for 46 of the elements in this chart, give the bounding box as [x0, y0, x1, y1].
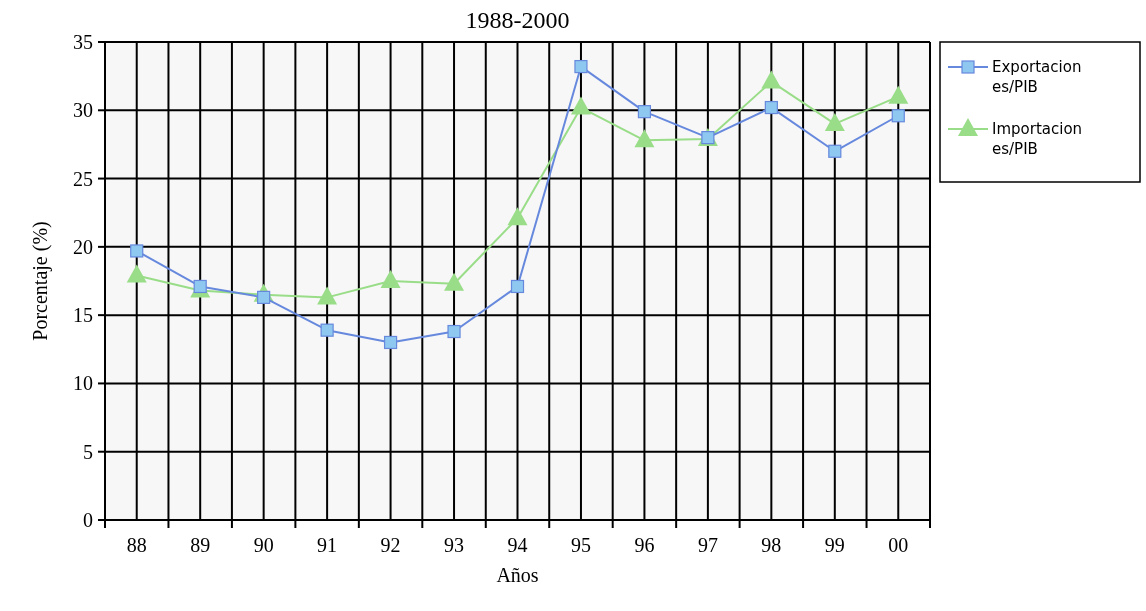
point	[828, 144, 842, 158]
chart-title: 1988-2000	[465, 7, 570, 33]
x-tick-label: 97	[697, 534, 718, 556]
y-tick-label: 0	[83, 509, 93, 531]
point	[761, 70, 782, 89]
point	[824, 112, 845, 131]
x-axis-title: Años	[496, 564, 539, 586]
point	[574, 59, 588, 74]
point	[126, 264, 147, 283]
y-tick-label: 5	[83, 440, 93, 463]
point	[317, 286, 338, 305]
point	[380, 270, 401, 288]
x-tick-label: 94	[507, 534, 528, 556]
y-tick-label: 35	[73, 31, 93, 53]
point	[510, 279, 525, 294]
point	[764, 100, 778, 115]
legend-label: Importaciones/PIB	[992, 120, 1083, 158]
x-tick-label: 99	[824, 534, 845, 556]
legend-label: Exportaciones/PIB	[992, 58, 1082, 96]
y-tick-label: 15	[73, 304, 93, 327]
point	[570, 96, 591, 115]
point	[637, 105, 652, 119]
point	[507, 207, 528, 226]
y-tick-label: 10	[73, 372, 93, 395]
x-tick-label: 00	[888, 534, 909, 556]
point	[320, 323, 334, 337]
x-tick-label: 93	[444, 534, 465, 556]
x-tick-label: 90	[253, 534, 274, 556]
y-tick-label: 20	[73, 235, 93, 258]
x-tick-label: 88	[126, 534, 147, 556]
y-axis-title: Porcentaje (%)	[29, 221, 52, 341]
point	[634, 129, 655, 148]
x-tick-label: 92	[380, 534, 401, 556]
x-tick-label: 96	[634, 534, 655, 556]
point	[130, 244, 144, 258]
y-tick-label: 25	[73, 167, 93, 190]
y-tick-label: 30	[73, 99, 93, 122]
point	[383, 335, 398, 350]
point	[447, 324, 461, 339]
point	[888, 85, 909, 104]
x-tick-label: 89	[190, 534, 211, 556]
point	[891, 109, 905, 123]
x-tick-label: 91	[317, 534, 338, 556]
x-tick-label: 95	[570, 534, 591, 556]
point	[444, 272, 465, 291]
x-tick-label: 98	[761, 534, 782, 556]
